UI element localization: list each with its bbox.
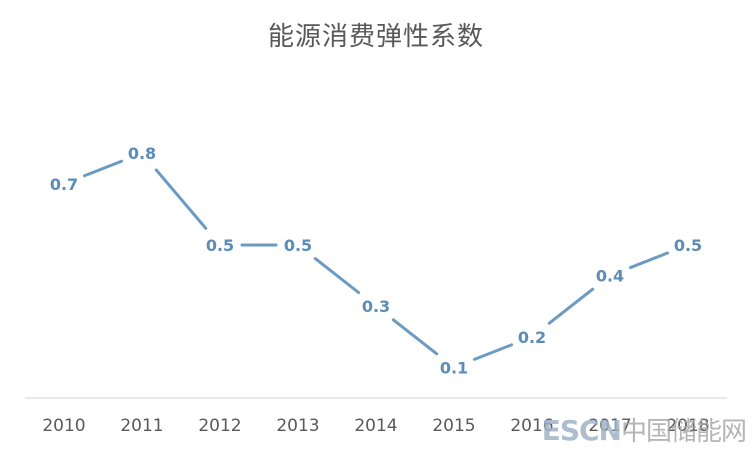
data-label-2013: 0.5 [284,236,312,255]
series-line-segment-4 [313,257,361,295]
watermark-latin: ESCN [541,414,622,447]
x-tick-label-2013: 2013 [276,416,319,436]
series-line-segment-5 [391,318,439,356]
data-label-2015: 0.1 [440,358,468,377]
series-line-segment-6 [472,343,514,361]
x-tick-label-2010: 2010 [42,416,85,436]
escn-watermark-logo: ESCN中国储能网 [541,411,747,448]
x-tick-label-2011: 2011 [120,416,163,436]
x-tick-label-2017: 2017 [588,416,631,436]
series-line-segment-8 [628,251,670,270]
series-line-segment-1 [82,159,124,178]
x-tick-label-2016: 2016 [510,416,553,436]
data-label-2017: 0.4 [596,267,624,286]
watermark-cn: 中国储能网 [620,417,747,447]
data-label-2018: 0.5 [674,236,702,255]
data-label-2016: 0.2 [518,328,546,347]
x-tick-label-2012: 2012 [198,416,241,436]
x-tick-label-2015: 2015 [432,416,475,436]
series-line-segment-2 [154,168,208,230]
data-label-2010: 0.7 [50,175,78,194]
chart-title: 能源消费弹性系数 [267,22,484,52]
series-line-segment-7 [547,287,595,325]
data-label-2012: 0.5 [206,236,234,255]
x-tick-label-2018: 2018 [666,416,709,436]
data-label-2014: 0.3 [362,297,390,316]
x-tick-label-2014: 2014 [354,416,397,436]
data-label-2011: 0.8 [128,144,156,163]
